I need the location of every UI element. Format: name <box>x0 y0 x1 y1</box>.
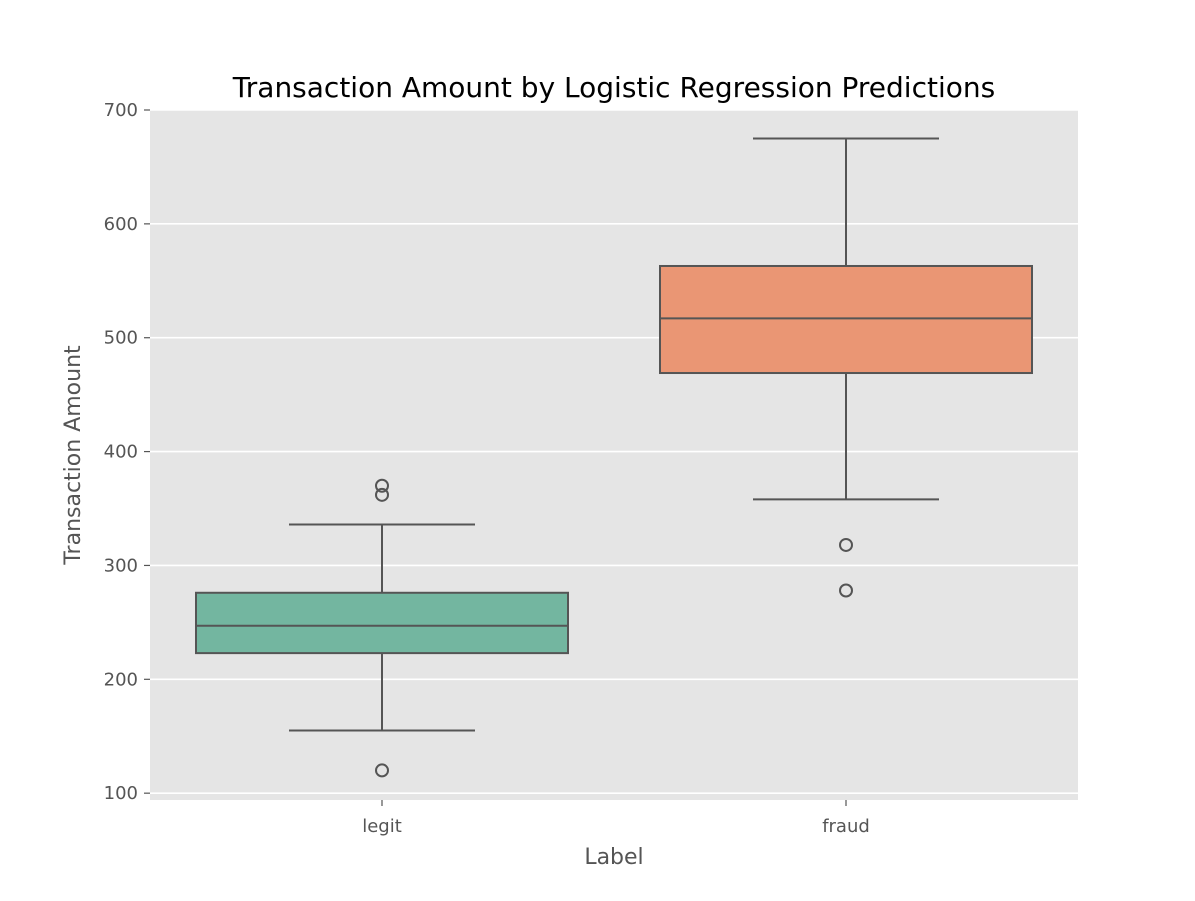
outlier-legit-2 <box>375 478 389 493</box>
outlier-fraud-1 <box>839 537 853 552</box>
outlier-legit-1 <box>375 487 389 502</box>
y-tick-label-700: 700 <box>104 100 138 121</box>
y-tick-label-600: 600 <box>104 214 138 235</box>
y-tick-label-200: 200 <box>104 669 138 690</box>
x-tick-label-legit: legit <box>362 816 402 837</box>
x-axis-label: Label <box>584 845 643 870</box>
chart-title: Transaction Amount by Logistic Regressio… <box>232 71 995 104</box>
plot-area <box>150 110 1078 800</box>
boxes <box>195 137 1033 778</box>
y-tick-label-100: 100 <box>104 783 138 804</box>
grid-lines <box>150 109 1078 794</box>
outlier-fraud-0 <box>839 583 853 598</box>
iqr-box-fraud <box>659 264 1033 375</box>
iqr-box-legit <box>195 591 569 655</box>
x-tick-label-fraud: fraud <box>822 816 870 837</box>
box-fraud <box>659 137 1033 598</box>
axes: 100 200 300 400 500 600 700 legit fraud <box>104 100 870 837</box>
y-tick-label-400: 400 <box>104 442 138 463</box>
y-tick-label-500: 500 <box>104 328 138 349</box>
box-legit <box>195 478 569 778</box>
y-axis-label: Transaction Amount <box>61 345 86 566</box>
outlier-legit-0 <box>375 763 389 778</box>
y-tick-label-300: 300 <box>104 555 138 576</box>
